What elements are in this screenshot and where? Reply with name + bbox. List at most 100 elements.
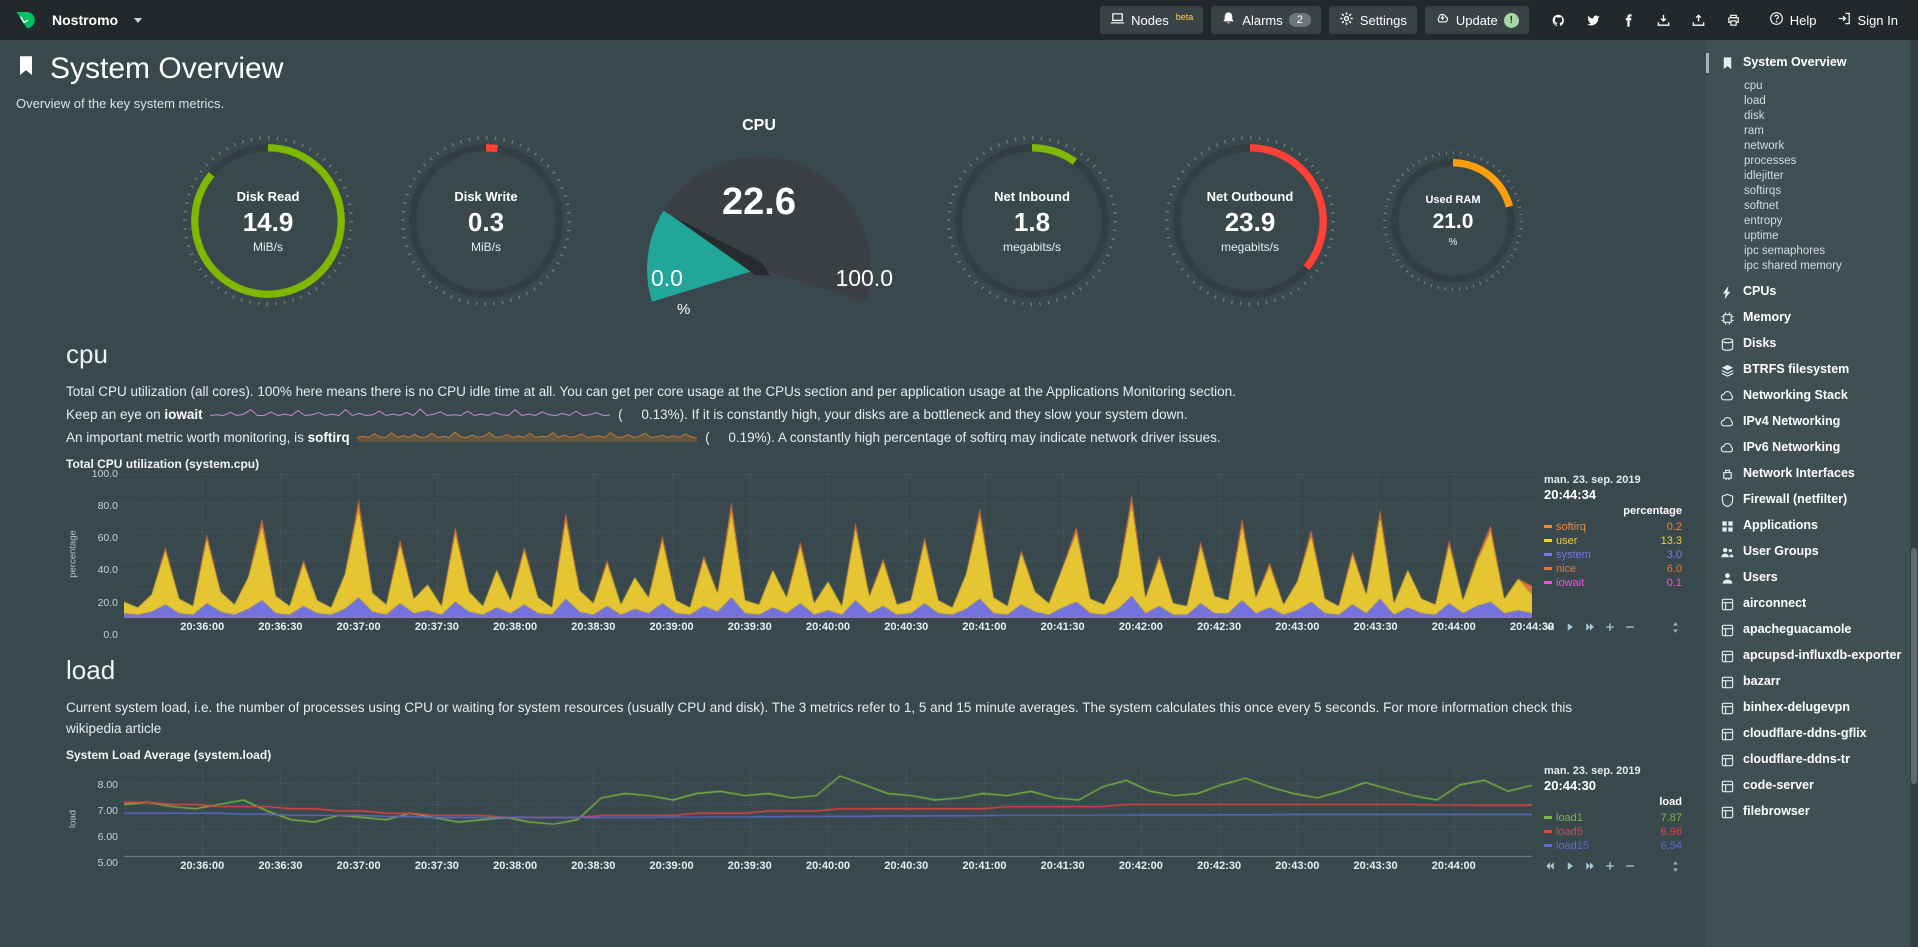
signin-label: Sign In <box>1857 12 1898 28</box>
sidebar-item-networking-stack[interactable]: Networking Stack <box>1720 383 1902 409</box>
legend-label-nice[interactable]: nice <box>1544 562 1576 576</box>
sidebar-item-user-groups[interactable]: User Groups <box>1720 539 1902 565</box>
sidebar-item-ipv6-networking[interactable]: IPv6 Networking <box>1720 435 1902 461</box>
nodes-button[interactable]: Nodes beta <box>1100 6 1204 34</box>
iowait-value: 0.13% <box>641 406 680 422</box>
legend-value-system: 3.0 <box>1666 548 1682 561</box>
legend-label-load1[interactable]: load1 <box>1544 811 1583 825</box>
zoom-out-button[interactable] <box>1624 621 1636 633</box>
sidebar-subitem-softirqs[interactable]: softirqs <box>1744 184 1782 197</box>
gauge-used-ram[interactable]: Used RAM 21.0% <box>1383 151 1523 291</box>
update-button[interactable]: Update ! <box>1424 6 1529 34</box>
x-tick-label: 20:44:00 <box>1431 859 1476 872</box>
download-button[interactable] <box>1648 13 1679 28</box>
gauge-disk-write[interactable]: Disk Write 0.3 MiB/s <box>401 136 571 306</box>
desc-text: ( <box>618 406 642 422</box>
sidebar-subitem-processes[interactable]: processes <box>1744 154 1797 167</box>
chart-canvas[interactable] <box>124 764 1532 857</box>
gauge-net-inbound[interactable]: Net Inbound 1.8 megabits/s <box>947 136 1117 306</box>
skip-back-button[interactable] <box>1544 860 1556 872</box>
legend-label-load15[interactable]: load15 <box>1544 839 1589 853</box>
sidebar-subitem-idlejitter[interactable]: idlejitter <box>1744 169 1784 182</box>
gauge-cpu[interactable]: CPU 22.6 0.0 100.0% <box>619 117 899 325</box>
chart-title: System Load Average (system.load) <box>66 747 272 762</box>
sidebar-subitem-entropy[interactable]: entropy <box>1744 214 1783 227</box>
alarms-button[interactable]: Alarms 2 <box>1211 6 1321 34</box>
facebook-button[interactable] <box>1613 13 1644 28</box>
sidebar-item-code-server[interactable]: code-server <box>1720 773 1902 799</box>
node-name[interactable]: Nostromo <box>52 12 119 28</box>
legend-label-user[interactable]: user <box>1544 534 1577 548</box>
legend-label-softirq[interactable]: softirq <box>1544 520 1586 534</box>
sidebar-item-label: cloudflare-ddns-gflix <box>1743 726 1867 740</box>
sidebar-item-cpus[interactable]: CPUs <box>1720 279 1902 305</box>
legend-label-iowait[interactable]: iowait <box>1544 576 1584 590</box>
sidebar-subitem-ipc-shared-memory[interactable]: ipc shared memory <box>1744 259 1842 272</box>
sidebar-item-system-overview[interactable]: System Overview <box>1706 50 1902 76</box>
sidebar-scrollbar[interactable] <box>1910 40 1918 947</box>
chart-resize-handle[interactable] <box>1669 860 1682 873</box>
print-button[interactable] <box>1718 13 1749 28</box>
legend-row-load15: load15 6.54 <box>1544 839 1682 853</box>
sidebar-item-cloudflare-ddns-gflix[interactable]: cloudflare-ddns-gflix <box>1720 721 1902 747</box>
legend-value-load15: 6.54 <box>1660 839 1682 852</box>
zoom-in-button[interactable] <box>1604 621 1616 633</box>
sidebar-subitem-ram[interactable]: ram <box>1744 124 1764 137</box>
sidebar-item-apcupsd-influxdb-exporter[interactable]: apcupsd-influxdb-exporter <box>1720 643 1902 669</box>
sidebar-item-disks[interactable]: Disks <box>1720 331 1902 357</box>
github-button[interactable] <box>1543 13 1574 28</box>
iowait-term: iowait <box>164 406 203 422</box>
skip-forward-button[interactable] <box>1584 621 1596 633</box>
sidebar-scrollbar-thumb[interactable] <box>1911 547 1917 784</box>
legend-label-load5[interactable]: load5 <box>1544 825 1583 839</box>
sidebar-item-airconnect[interactable]: airconnect <box>1720 591 1902 617</box>
gauge-net-outbound[interactable]: Net Outbound 23.9 megabits/s <box>1165 136 1335 306</box>
zoom-out-button[interactable] <box>1624 860 1636 872</box>
gear-icon <box>1340 12 1353 25</box>
zoom-in-button[interactable] <box>1604 860 1616 872</box>
sidebar-item-users[interactable]: Users <box>1720 565 1902 591</box>
sidebar-subitem-ipc-semaphores[interactable]: ipc semaphores <box>1744 244 1826 257</box>
play-button[interactable] <box>1564 860 1576 872</box>
sidebar-item-ipv4-networking[interactable]: IPv4 Networking <box>1720 409 1902 435</box>
x-tick-label: 20:37:00 <box>336 859 381 872</box>
sidebar-item-label: apcupsd-influxdb-exporter <box>1743 648 1902 662</box>
upload-button[interactable] <box>1683 13 1714 28</box>
softirq-value: 0.19% <box>728 429 767 445</box>
chart-resize-handle[interactable] <box>1669 621 1682 634</box>
netdata-logo-icon <box>16 12 35 29</box>
netdata-logo[interactable] <box>14 8 38 32</box>
settings-button[interactable]: Settings <box>1328 6 1417 34</box>
sidebar-subitem-cpu[interactable]: cpu <box>1744 79 1763 92</box>
sidebar-item-network-interfaces[interactable]: Network Interfaces <box>1720 461 1902 487</box>
skip-forward-button[interactable] <box>1584 860 1596 872</box>
sidebar-subitem-softnet[interactable]: softnet <box>1744 199 1779 212</box>
sidebar-subitem-uptime[interactable]: uptime <box>1744 229 1779 242</box>
sidebar-item-firewall-netfilter[interactable]: Firewall (netfilter) <box>1720 487 1902 513</box>
sidebar-item-cloudflare-ddns-tr[interactable]: cloudflare-ddns-tr <box>1720 747 1902 773</box>
sidebar-subitem-load[interactable]: load <box>1744 94 1766 107</box>
play-button[interactable] <box>1564 621 1576 633</box>
wikipedia-link[interactable]: wikipedia article <box>66 720 162 736</box>
sidebar-item-filebrowser[interactable]: filebrowser <box>1720 799 1902 825</box>
sidebar-item-applications[interactable]: Applications <box>1720 513 1902 539</box>
sidebar-item-memory[interactable]: Memory <box>1720 305 1902 331</box>
chart-canvas[interactable] <box>124 473 1532 618</box>
question-icon <box>1769 12 1783 25</box>
signin-button[interactable]: Sign In <box>1831 6 1904 34</box>
help-button[interactable]: Help <box>1763 6 1823 34</box>
gauge-disk-read[interactable]: Disk Read 14.9 MiB/s <box>183 136 353 306</box>
twitter-button[interactable] <box>1578 13 1609 28</box>
sidebar-item-btrfs-filesystem[interactable]: BTRFS filesystem <box>1720 357 1902 383</box>
legend-label-system[interactable]: system <box>1544 548 1591 562</box>
legend-time: 20:44:30 <box>1544 777 1597 793</box>
sidebar-section-apcupsd-influxdb-exporter: apcupsd-influxdb-exporter <box>1720 643 1902 669</box>
legend-row-softirq: softirq 0.2 <box>1544 520 1682 534</box>
sidebar-item-apacheguacamole[interactable]: apacheguacamole <box>1720 617 1902 643</box>
skip-back-button[interactable] <box>1544 621 1556 633</box>
sidebar-item-binhex-delugevpn[interactable]: binhex-delugevpn <box>1720 695 1902 721</box>
sidebar-subitem-network[interactable]: network <box>1744 139 1785 152</box>
sidebar-item-bazarr[interactable]: bazarr <box>1720 669 1902 695</box>
chart-ylabel-rotated: percentage <box>67 530 79 579</box>
sidebar-subitem-disk[interactable]: disk <box>1744 109 1765 122</box>
